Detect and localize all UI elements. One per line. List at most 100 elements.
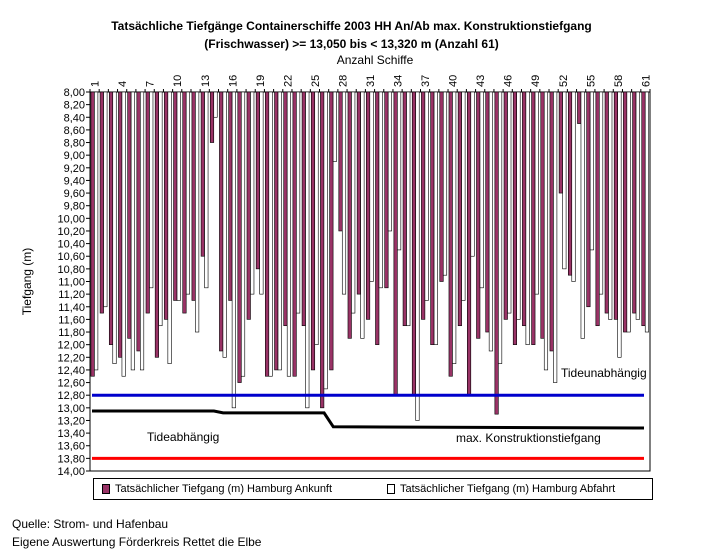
bar-departure — [452, 91, 457, 364]
bar-arrival — [164, 91, 169, 320]
x-tick-label: 37 — [420, 75, 432, 87]
bar-departure — [240, 91, 246, 377]
bar-arrival — [512, 91, 518, 345]
bar-departure — [185, 91, 190, 295]
bar-arrival — [577, 91, 582, 124]
bar-arrival — [301, 91, 306, 327]
bar-departure — [617, 91, 622, 358]
bar-departure — [231, 91, 236, 409]
chart-title-line2: (Frischwasser) >= 13,050 bis < 13,320 m … — [204, 37, 499, 51]
bar-departure — [213, 91, 218, 118]
bar-departure — [433, 91, 438, 345]
x-tick-label: 46 — [503, 75, 515, 87]
bar-departure — [149, 91, 154, 289]
bar-arrival — [604, 91, 609, 314]
bar-departure — [204, 91, 209, 289]
x-tick-label: 19 — [255, 75, 267, 87]
bar-arrival — [384, 91, 389, 289]
x-tick-label: 40 — [448, 75, 460, 87]
bar-departure — [644, 91, 650, 333]
line-max-konstruktionstiefgang — [92, 409, 645, 430]
label-tideabhaengig: Tideabhängig — [147, 430, 219, 444]
bar-arrival — [274, 91, 279, 371]
x-tick-label: 16 — [227, 75, 239, 87]
bar-arrival — [329, 91, 334, 371]
bar-arrival — [375, 91, 380, 345]
bar-departure — [94, 91, 99, 371]
y-tick-label: 10,40 — [57, 239, 85, 251]
y-tick-label: 10,00 — [57, 213, 85, 225]
y-tick-label: 11,00 — [58, 277, 85, 289]
bar-departure — [296, 91, 301, 314]
bar-arrival — [503, 91, 508, 320]
y-tick-label: 10,20 — [57, 226, 85, 238]
bar-arrival — [182, 91, 187, 314]
bar-departure — [305, 91, 310, 409]
y-tick-label: 9,40 — [64, 175, 85, 187]
x-tick-label: 28 — [337, 75, 349, 87]
bar-arrival — [586, 91, 591, 308]
y-tick-label: 8,40 — [64, 112, 85, 124]
y-tick-label: 11,80 — [58, 327, 85, 339]
bar-arrival — [356, 91, 361, 295]
x-tick-label: 13 — [200, 75, 212, 87]
y-tick-label: 9,60 — [64, 188, 85, 200]
bar-departure — [406, 91, 411, 327]
x-tick-label: 31 — [365, 75, 377, 87]
y-tick-label: 13,00 — [57, 403, 85, 415]
bar-departure — [387, 91, 392, 232]
bar-departure — [599, 91, 604, 295]
bar-arrival — [90, 91, 95, 377]
y-tick-label: 8,00 — [64, 87, 85, 99]
bar-departure — [488, 91, 493, 352]
y-tick-label: 13,80 — [57, 453, 85, 465]
bar-arrival — [467, 91, 472, 396]
x-tick-label: 34 — [393, 75, 405, 87]
bar-departure — [158, 91, 163, 327]
y-tick-label: 8,80 — [64, 138, 85, 150]
bar-departure — [268, 91, 273, 377]
bar-arrival — [485, 91, 490, 333]
y-tick-label: 9,20 — [64, 163, 85, 175]
bar-arrival — [338, 91, 343, 232]
bar-departure — [121, 91, 126, 377]
y-tick-label: 12,00 — [57, 340, 85, 352]
bar-arrival — [623, 91, 628, 333]
bar-departure — [397, 91, 402, 251]
y-tick-label: 12,80 — [57, 390, 85, 402]
bar-departure — [562, 91, 567, 270]
bar-arrival — [219, 91, 224, 352]
bar-departure — [277, 91, 282, 371]
bar-departure — [259, 91, 264, 295]
y-tick-label: 8,20 — [64, 100, 85, 112]
x-tick-label: 25 — [310, 75, 322, 87]
y-tick-label: 13,20 — [57, 415, 85, 427]
bar-arrival — [448, 91, 453, 377]
bar-arrival — [265, 91, 270, 377]
bar-departure — [222, 91, 227, 358]
y-tick-label: 10,60 — [57, 251, 85, 263]
bar-arrival — [421, 91, 426, 320]
x-tick-label: 58 — [613, 75, 625, 87]
bar-departure — [351, 91, 356, 314]
bar-departure — [507, 91, 512, 314]
bar-arrival — [641, 91, 646, 327]
bar-arrival — [145, 91, 150, 314]
y-axis-title: Tiefgang (m) — [20, 248, 34, 316]
bar-departure — [442, 91, 448, 276]
bar-arrival — [209, 91, 215, 143]
x-tick-label: 1 — [90, 81, 102, 87]
bar-departure — [571, 91, 576, 282]
bar-arrival — [540, 91, 545, 339]
bar-arrival — [531, 91, 536, 345]
bar-departure — [553, 91, 558, 383]
bar-departure — [250, 91, 255, 295]
bar-departure — [424, 91, 429, 301]
bar-departure — [580, 91, 585, 339]
x-tick-label: 7 — [145, 81, 157, 87]
x-tick-label: 52 — [558, 75, 570, 87]
label-tideunabhaengig: Tideunabhängig — [561, 366, 647, 380]
bar-arrival — [558, 91, 563, 194]
y-tick-label: 12,40 — [57, 365, 85, 377]
x-tick-label: 4 — [117, 81, 129, 87]
